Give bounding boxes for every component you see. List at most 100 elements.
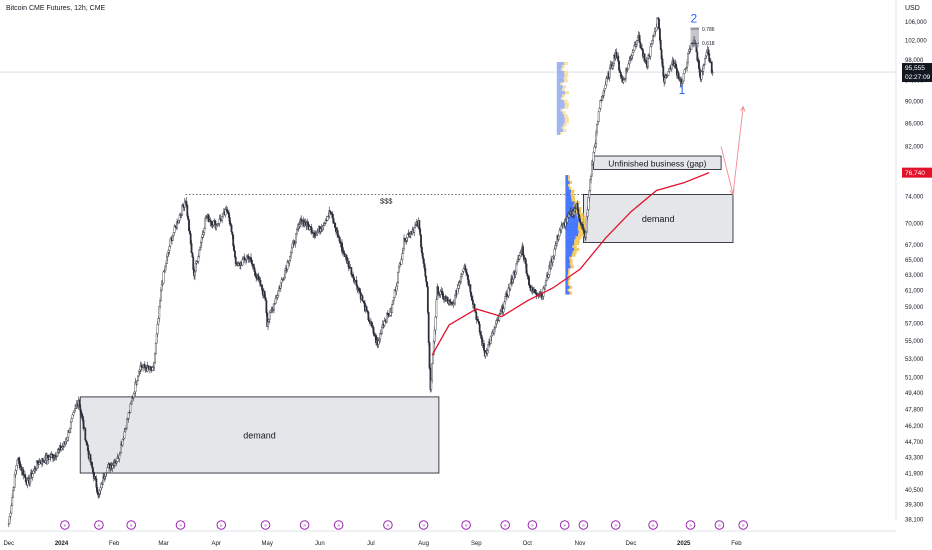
time-scale[interactable]: Dec 2024 Feb Mar Apr May Jun Jul Aug Sep Oct Nov Dec… [3, 541, 742, 547]
candle-body [434, 316, 437, 331]
candle-body [578, 214, 581, 220]
candle-body [13, 474, 16, 488]
candle-body [698, 68, 701, 77]
projection-arrowhead [740, 105, 746, 112]
candle-body [47, 455, 49, 459]
volume-profile-bar [569, 256, 572, 260]
volume-profile-bar [568, 271, 570, 275]
candle-body [650, 44, 653, 47]
volume-profile-bar [572, 250, 577, 254]
candle-body [596, 121, 599, 125]
candle-body [667, 71, 670, 76]
candle-body [670, 63, 673, 70]
volume-profile-bar [569, 285, 573, 289]
volume-profile-bar [565, 291, 570, 295]
candle-body [704, 58, 706, 65]
volume-profile-bar [567, 273, 570, 278]
candle-body [619, 70, 621, 73]
volume-profile-bar [565, 268, 569, 272]
candle-body [427, 312, 430, 343]
candle-body [74, 407, 77, 411]
economic-event-icon-glyph: » [689, 523, 692, 529]
candle-body [80, 410, 82, 414]
volume-profile-bar [565, 241, 575, 246]
fib-level-label: 0.618 [702, 41, 715, 47]
volume-profile-bar [564, 61, 568, 66]
economic-event-icon [714, 520, 725, 530]
candle-body [250, 260, 253, 265]
candle-body [118, 454, 121, 459]
candle-body [194, 263, 197, 272]
volume-profile-bar [556, 67, 561, 71]
candle-body [446, 297, 449, 301]
candle-body [401, 253, 404, 260]
candle-body [332, 218, 335, 224]
volume-profile-bar [565, 288, 568, 292]
currency-label[interactable]: USD [905, 5, 920, 12]
candle-body [227, 211, 229, 214]
candle-body [504, 296, 507, 303]
volume-profile-bar [556, 64, 563, 69]
candle-body [307, 221, 309, 226]
candle-body [608, 68, 611, 78]
volume-profile-bar [578, 221, 587, 225]
volume-profile-bar [556, 114, 565, 118]
economic-event-icon [500, 520, 511, 530]
price-tick-label: 59,000 [905, 305, 924, 311]
candle-body [698, 60, 700, 69]
candle-body [341, 242, 343, 252]
volume-profile-bar [561, 88, 565, 92]
candle-body [254, 271, 257, 277]
candle-body [12, 490, 14, 498]
candle-body [160, 284, 163, 291]
candle-body [458, 282, 461, 286]
candle-body [199, 241, 202, 248]
wave-label: 1 [679, 83, 686, 97]
candle-body [591, 161, 594, 165]
price-tick-label: 44,700 [905, 440, 924, 446]
candle-body [432, 354, 434, 364]
candle-body [413, 227, 416, 233]
price-tick-label: 49,400 [905, 391, 924, 397]
candle-body [264, 297, 267, 301]
price-tick-label: 102,000 [905, 39, 927, 45]
volume-profile-bar [570, 192, 574, 196]
time-tick-label: Dec [3, 541, 14, 547]
candle-body [479, 331, 482, 336]
candle-body [159, 300, 161, 307]
candle-body [466, 272, 468, 275]
candle-body [197, 256, 200, 262]
candle-body [263, 290, 266, 298]
candle-body [649, 46, 652, 57]
price-tick-label: 82,000 [905, 145, 924, 151]
candle-body [589, 179, 592, 191]
candle-body [475, 312, 478, 320]
candle-body [304, 221, 307, 226]
candle-body [449, 300, 451, 303]
volume-profile-bar [565, 279, 568, 283]
candle-body [464, 265, 467, 270]
candle-body [81, 415, 84, 421]
candle-body [653, 30, 656, 37]
candle-body [265, 300, 268, 314]
economic-event-icon [461, 520, 471, 530]
volume-profile-bar [564, 102, 570, 106]
candle-body [659, 28, 661, 41]
price-scale-background[interactable] [896, 0, 932, 520]
candle-body [493, 328, 496, 334]
candle-body [682, 73, 685, 82]
candle-body [651, 40, 654, 45]
candle-body [471, 296, 473, 301]
candle-body [326, 216, 329, 221]
volume-profile-bar [567, 288, 570, 292]
economic-event-icon-glyph: » [582, 523, 585, 529]
candle-body [441, 290, 444, 294]
candle-body [579, 218, 581, 223]
price-scale[interactable]: 106,000102,00098,00094,00090,00086,00082… [905, 20, 927, 524]
candle-body [619, 72, 622, 77]
candle-body [516, 261, 519, 265]
candle-body [686, 62, 689, 68]
candle-body [433, 329, 436, 342]
candle-body [524, 258, 527, 265]
